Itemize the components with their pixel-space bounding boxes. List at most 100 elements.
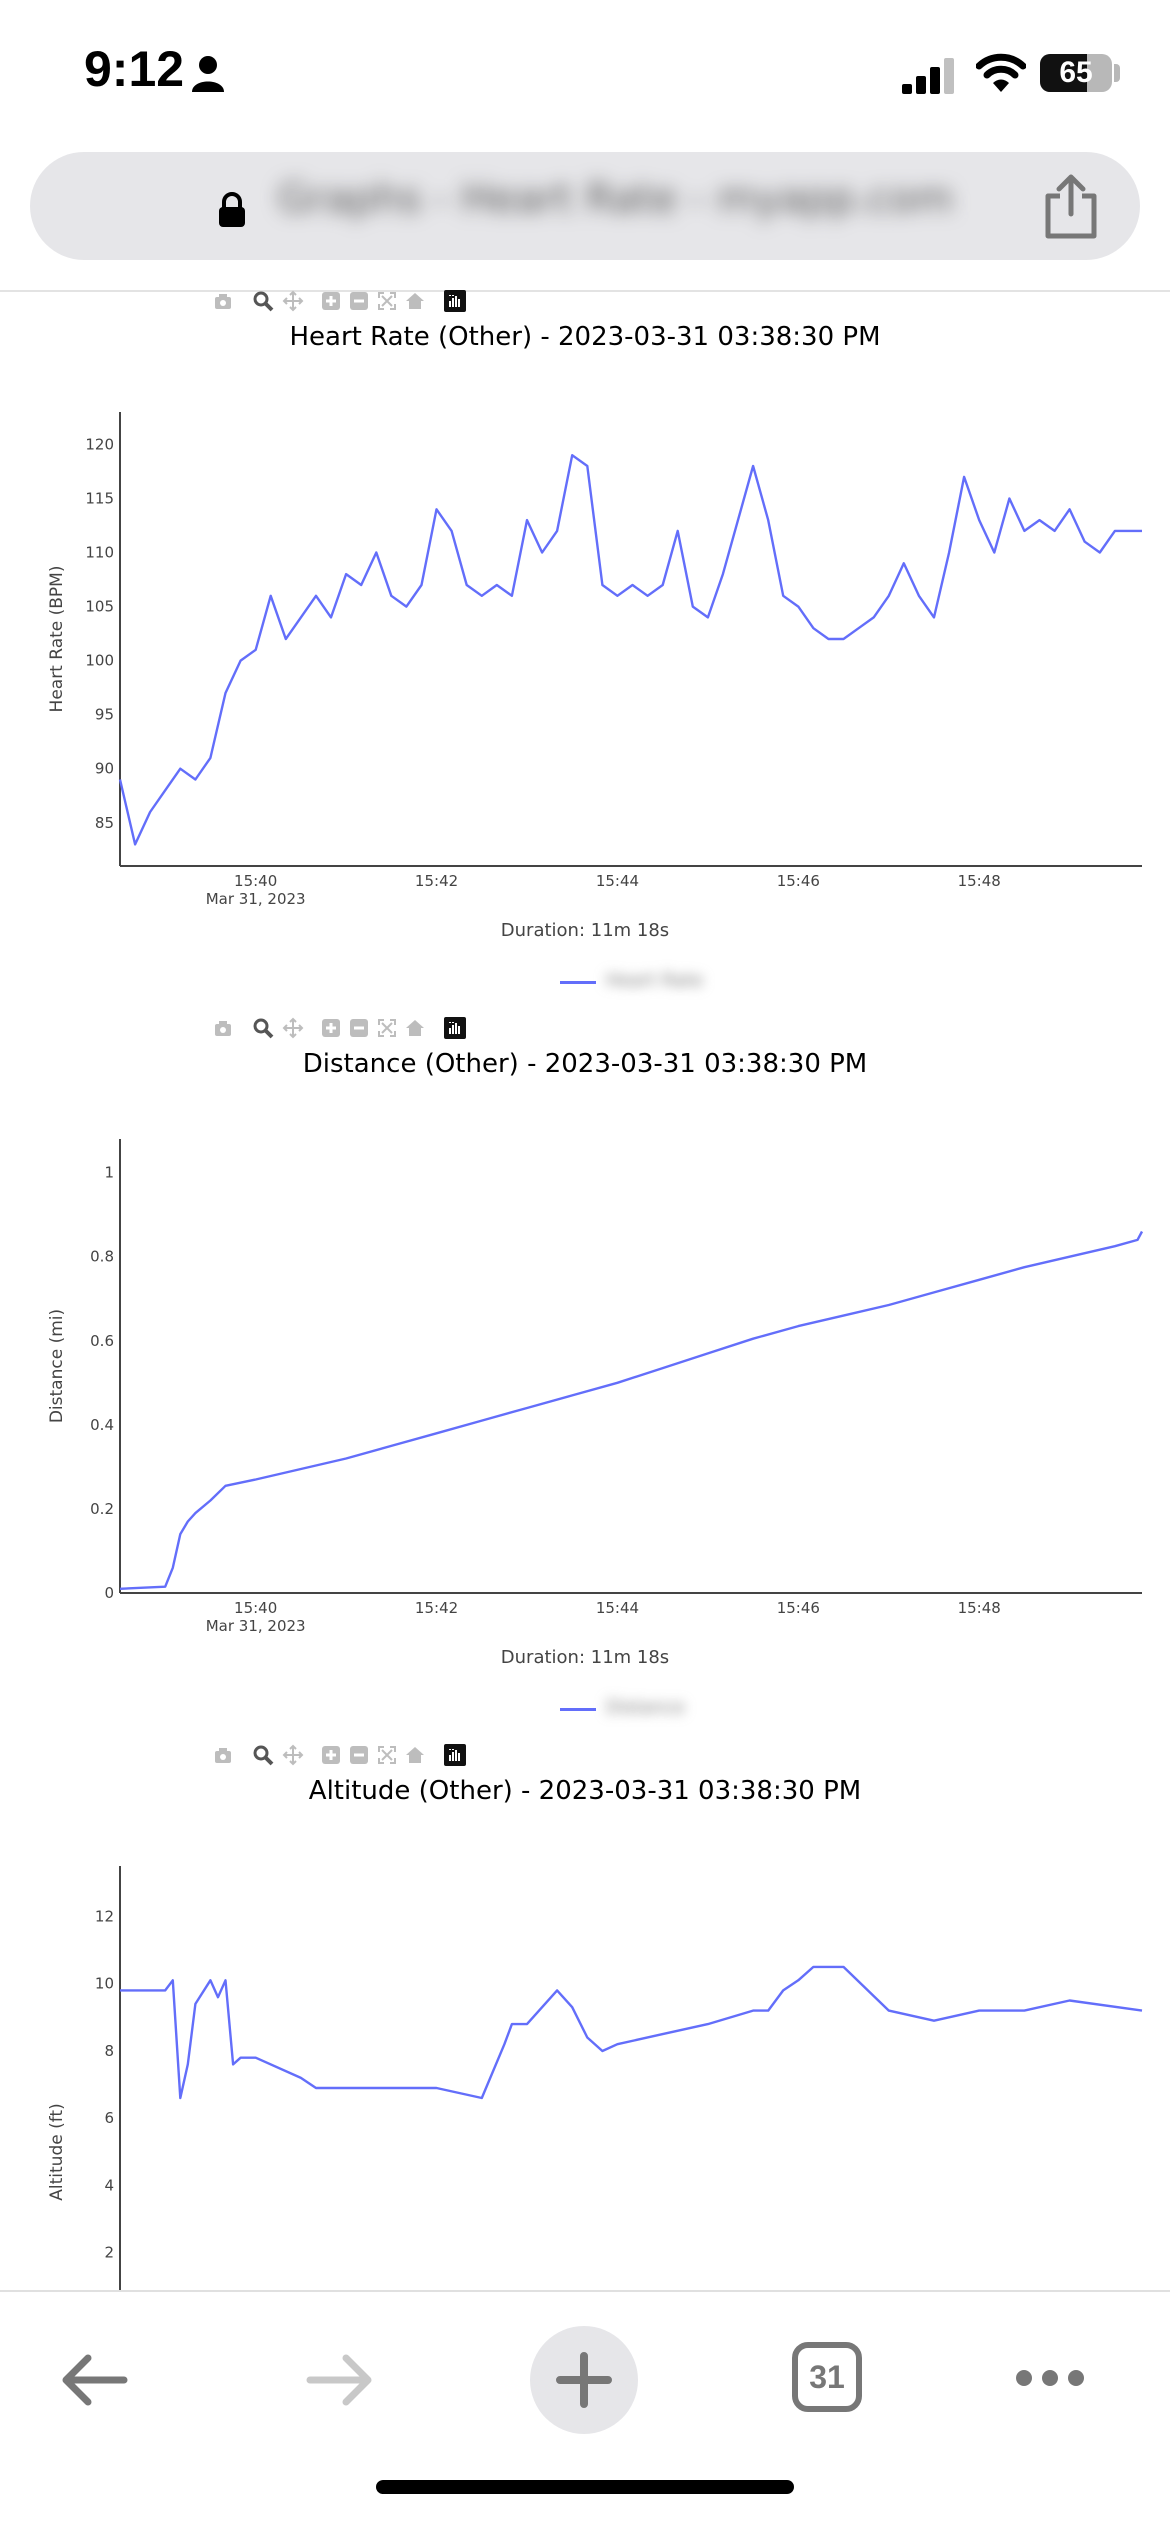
zoom-icon[interactable] <box>252 290 274 312</box>
tabs-button[interactable]: 31 <box>792 2342 862 2412</box>
x-tick-label: 15:46 <box>777 1599 820 1617</box>
more-icon[interactable] <box>1014 2366 1086 2390</box>
y-axis-title: Distance (mi) <box>47 1309 67 1423</box>
y-tick-label: 6 <box>104 2109 114 2127</box>
zoom-in-icon[interactable] <box>320 290 342 312</box>
plotly-logo-icon[interactable] <box>444 290 466 312</box>
plotly-logo-icon[interactable] <box>444 1017 466 1039</box>
y-tick-label: 2 <box>104 2244 114 2262</box>
series-line[interactable] <box>118 453 1142 846</box>
camera-icon[interactable] <box>212 1744 234 1766</box>
y-tick-label: 0.6 <box>90 1332 114 1350</box>
pan-icon[interactable] <box>282 1744 304 1766</box>
zoom-out-icon[interactable] <box>348 290 370 312</box>
camera-icon[interactable] <box>212 290 234 312</box>
x-tick-label: 15:46 <box>777 872 820 890</box>
y-tick-label: 120 <box>85 435 114 453</box>
signal-icon <box>902 58 954 94</box>
y-tick-label: 12 <box>95 1907 114 1925</box>
plotly-logo-icon[interactable] <box>444 1744 466 1766</box>
legend-item[interactable]: Heart Rate <box>560 970 720 994</box>
series-line[interactable] <box>120 1965 1143 2100</box>
battery-fill <box>1040 54 1087 92</box>
plus-icon <box>556 2352 612 2408</box>
home-indicator <box>376 2480 794 2494</box>
x-tick-label: 15:40 <box>234 872 277 890</box>
status-bar: 9:12 65 <box>0 0 1170 140</box>
address-bar[interactable]: Graphs - Heart Rate - myapp.com <box>30 152 1140 260</box>
y-axis-title: Heart Rate (BPM) <box>47 566 67 713</box>
x-tick-label: 15:44 <box>596 872 639 890</box>
distance-plot: Distance (Other) - 2023-03-31 03:38:30 P… <box>0 1017 1170 1741</box>
plot-title: Altitude (Other) - 2023-03-31 03:38:30 P… <box>308 1776 862 1806</box>
y-tick-label: 115 <box>85 489 114 507</box>
plot-title: Distance (Other) - 2023-03-31 03:38:30 P… <box>302 1049 868 1079</box>
zoom-out-icon[interactable] <box>348 1017 370 1039</box>
zoom-out-icon[interactable] <box>348 1744 370 1766</box>
y-axis-title: Altitude (ft) <box>47 2103 67 2200</box>
x-tick-label: 15:42 <box>415 872 458 890</box>
home-icon[interactable] <box>404 290 426 312</box>
x-tick-label: 15:48 <box>958 1599 1001 1617</box>
x-axis-title: Duration: 11m 18s <box>500 920 670 941</box>
series-line[interactable] <box>119 1230 1144 1590</box>
zoom-in-icon[interactable] <box>320 1744 342 1766</box>
y-tick-label: 85 <box>95 814 114 832</box>
heart-rate-plot: Heart Rate (Other) - 2023-03-31 03:38:30… <box>0 290 1170 1014</box>
y-tick-label: 105 <box>85 598 114 616</box>
y-tick-label: 0.4 <box>90 1416 114 1434</box>
x-tick-label: 15:40 <box>234 1599 277 1617</box>
x-tick-label: 15:44 <box>596 1599 639 1617</box>
x-tick-date-label: Mar 31, 2023 <box>206 890 306 908</box>
forward-arrow-icon[interactable] <box>304 2350 376 2410</box>
home-icon[interactable] <box>404 1744 426 1766</box>
y-tick-label: 8 <box>104 2042 114 2060</box>
url-divider <box>0 290 1170 292</box>
battery-indicator: 65 <box>1040 54 1112 92</box>
y-tick-label: 95 <box>95 706 114 724</box>
y-tick-label: 1 <box>104 1164 114 1182</box>
autoscale-icon[interactable] <box>376 1744 398 1766</box>
wifi-icon <box>976 53 1026 92</box>
zoom-icon[interactable] <box>252 1017 274 1039</box>
y-tick-label: 0.2 <box>90 1500 114 1518</box>
x-tick-label: 15:42 <box>415 1599 458 1617</box>
zoom-in-icon[interactable] <box>320 1017 342 1039</box>
zoom-icon[interactable] <box>252 1744 274 1766</box>
url-text[interactable]: Graphs - Heart Rate - myapp.com <box>278 176 954 222</box>
plot-title: Heart Rate (Other) - 2023-03-31 03:38:30… <box>289 322 881 352</box>
new-tab-button[interactable] <box>530 2326 638 2434</box>
lock-icon <box>219 192 245 227</box>
camera-icon[interactable] <box>212 1017 234 1039</box>
legend-item[interactable]: Distance <box>560 1697 720 1721</box>
y-tick-label: 0.8 <box>90 1248 114 1266</box>
x-tick-date-label: Mar 31, 2023 <box>206 1617 306 1635</box>
x-axis-title: Duration: 11m 18s <box>500 1647 670 1668</box>
browser-toolbar: 31 <box>0 2290 1170 2534</box>
y-tick-label: 10 <box>95 1975 114 1993</box>
x-tick-label: 15:48 <box>958 872 1001 890</box>
altitude-plot: Altitude (Other) - 2023-03-31 03:38:30 P… <box>0 1744 1170 2468</box>
status-time: 9:12 <box>84 41 185 97</box>
y-tick-label: 0 <box>104 1584 114 1602</box>
pan-icon[interactable] <box>282 290 304 312</box>
share-icon[interactable] <box>1040 174 1102 240</box>
legend-label: Heart Rate <box>606 970 704 991</box>
legend-label: Distance <box>606 1697 685 1718</box>
autoscale-icon[interactable] <box>376 1017 398 1039</box>
legend-line <box>560 981 596 984</box>
back-arrow-icon[interactable] <box>58 2350 130 2410</box>
battery-level-text: 65 <box>1059 56 1093 89</box>
pan-icon[interactable] <box>282 1017 304 1039</box>
legend-line <box>560 1708 596 1711</box>
y-tick-label: 100 <box>85 652 114 670</box>
y-tick-label: 90 <box>95 760 114 778</box>
battery-cap <box>1114 64 1120 82</box>
autoscale-icon[interactable] <box>376 290 398 312</box>
person-icon <box>192 56 224 92</box>
y-tick-label: 4 <box>104 2176 114 2194</box>
y-tick-label: 110 <box>85 544 114 562</box>
home-icon[interactable] <box>404 1017 426 1039</box>
